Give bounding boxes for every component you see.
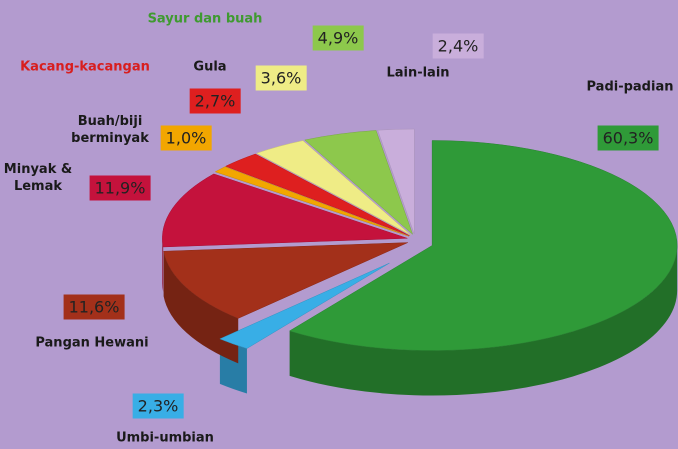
category-label: Gula — [193, 59, 227, 75]
category-label: Buah/biji berminyak — [71, 114, 149, 146]
slice — [377, 128, 415, 235]
slice — [304, 130, 414, 236]
value-label: 3,6% — [255, 65, 307, 91]
value-label: 2,3% — [132, 393, 184, 419]
slice-side — [163, 251, 239, 364]
category-label: Padi-padian — [586, 79, 674, 95]
category-label: Umbi-umbian — [116, 430, 214, 446]
category-label: Minyak & Lemak — [3, 162, 73, 194]
value-label: 60,3% — [597, 125, 659, 151]
slice — [224, 153, 410, 236]
category-label: Lain-lain — [386, 65, 450, 81]
slice — [255, 140, 411, 236]
slice-side — [162, 238, 164, 292]
value-label: 11,6% — [63, 294, 125, 320]
value-label: 11,9% — [89, 175, 151, 201]
slice-side — [289, 245, 678, 396]
value-label: 2,7% — [189, 88, 241, 114]
category-label: Sayur dan buah — [147, 11, 263, 27]
slice — [214, 166, 409, 237]
slice-tops — [162, 128, 678, 351]
category-label: Kacang-kacangan — [20, 59, 150, 75]
slice-sides — [162, 238, 678, 396]
value-label: 2,4% — [432, 33, 484, 59]
slice — [162, 173, 408, 248]
category-label: Pangan Hewani — [35, 335, 149, 351]
slice — [163, 242, 408, 319]
value-label: 1,0% — [160, 125, 212, 151]
slice — [289, 140, 678, 351]
value-label: 4,9% — [312, 25, 364, 51]
slice — [219, 262, 390, 349]
